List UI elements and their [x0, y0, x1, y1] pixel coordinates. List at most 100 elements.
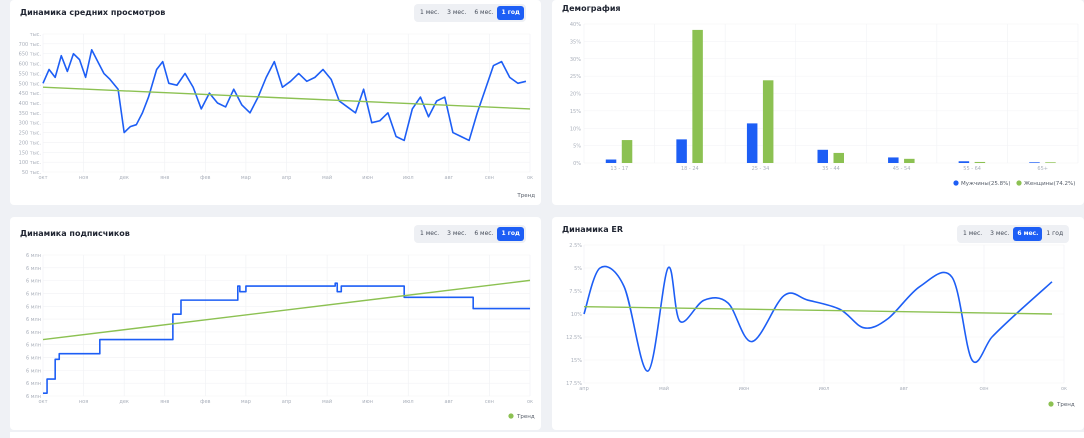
y-tick-label: 6 млн	[26, 381, 41, 387]
trend-line	[42, 86, 531, 110]
x-tick-label: апр	[579, 386, 589, 392]
y-tick-label: 100 тыс.	[19, 160, 42, 166]
x-tick-label: сен	[979, 386, 988, 392]
y-tick-label: 6 млн	[26, 343, 41, 349]
subs-chart: окт ноя дек янв фев мар апр май июн июл авг сен ок 6 …	[26, 253, 535, 420]
female-bar	[762, 80, 774, 163]
female-bar	[1045, 162, 1056, 163]
y-tick-label: 6 млн	[26, 279, 41, 285]
subs-title: Динамика подписчиков	[20, 229, 130, 238]
demography-card: Демография 0% 5% 10% 15% 20% 25% 30% 35% 40% 13 -…	[552, 0, 1084, 205]
subs-legend-trend-swatch	[508, 413, 514, 419]
y-tick-label: 0%	[573, 161, 581, 167]
y-tick-label: 600 тыс.	[19, 62, 42, 68]
er-period-1y[interactable]: 1 год	[1046, 230, 1064, 237]
er-period-3m[interactable]: 3 мес.	[990, 230, 1010, 237]
y-tick-label: 10%	[570, 126, 581, 132]
category-label: 13 - 17	[610, 166, 628, 172]
demography-title: Демография	[562, 4, 621, 13]
trend-line	[42, 279, 531, 341]
x-tick-label: фев	[200, 175, 210, 181]
x-tick-label: ноя	[79, 399, 88, 405]
subs-period-6m[interactable]: 6 мес.	[474, 230, 494, 237]
x-tick-label: апр	[282, 175, 292, 181]
male-bar	[817, 149, 828, 163]
y-tick-label: 35%	[570, 39, 581, 45]
y-tick-label: 700 тыс.	[19, 42, 42, 48]
trend-line	[583, 305, 1053, 315]
x-tick-label: ок	[527, 399, 533, 405]
female-bar	[692, 29, 703, 163]
category-label: 35 - 44	[822, 166, 840, 172]
y-tick-label: 12.5%	[566, 335, 582, 341]
y-tick-label: 500 тыс.	[19, 81, 42, 87]
y-tick-label: 30%	[570, 57, 581, 63]
y-tick-label: 200 тыс.	[19, 140, 42, 146]
y-tick-label: 10%	[571, 312, 582, 318]
er-period-selector: 1 мес. 3 мес. 6 мес. 1 год	[957, 225, 1070, 243]
female-bar	[904, 158, 915, 163]
subs-period-1y[interactable]: 1 год	[497, 227, 524, 241]
views-period-1m[interactable]: 1 мес.	[420, 9, 440, 16]
views-period-3m[interactable]: 3 мес.	[447, 9, 467, 16]
x-tick-label: май	[659, 385, 669, 392]
y-tick-label: 2.5%	[569, 243, 582, 249]
x-tick-label: ок	[527, 175, 533, 181]
x-tick-label: сен	[485, 175, 494, 181]
y-tick-label: 6 млн	[26, 394, 41, 400]
category-label: 25 - 34	[752, 166, 770, 172]
x-tick-label: авг	[900, 386, 909, 392]
views-chart: окт ноя дек янв фев мар апр май июн июл авг сен ок ты…	[19, 32, 536, 199]
y-tick-label: 7.5%	[569, 289, 582, 295]
views-card: Динамика средних просмотров 1 мес. 3 мес…	[10, 0, 541, 205]
y-tick-label: 25%	[570, 74, 581, 80]
category-label: 55 - 64	[963, 166, 981, 172]
subs-period-3m[interactable]: 3 мес.	[447, 230, 467, 237]
y-tick-label: 6 млн	[26, 291, 41, 297]
y-tick-label: 6 млн	[26, 368, 41, 374]
y-tick-label: 50 тыс.	[22, 170, 42, 176]
y-tick-label: 20%	[570, 92, 581, 98]
demography-chart: 0% 5% 10% 15% 20% 25% 30% 35% 40% 13 - 17 18 - 24 2…	[570, 22, 1079, 187]
y-tick-label: 5%	[573, 144, 581, 150]
x-tick-label: янв	[160, 399, 169, 405]
x-tick-label: фев	[200, 399, 210, 405]
male-legend-swatch	[953, 180, 959, 186]
x-tick-label: сен	[485, 399, 494, 405]
x-tick-label: дек	[119, 399, 129, 405]
subs-card: Динамика подписчиков 1 мес. 3 мес. 6 мес…	[10, 217, 541, 430]
x-tick-label: мар	[241, 175, 251, 181]
male-bar	[888, 157, 899, 163]
y-tick-label: 550 тыс.	[19, 71, 42, 77]
male-bar	[746, 123, 758, 163]
y-tick-label: 6 млн	[26, 330, 41, 336]
y-tick-label: 6 млн	[26, 253, 41, 259]
x-tick-label: июн	[739, 386, 750, 392]
x-tick-label: июл	[403, 175, 414, 181]
y-tick-label: 17.5%	[566, 381, 582, 387]
x-tick-label: янв	[160, 175, 169, 181]
er-legend-trend: Тренд	[1056, 402, 1075, 408]
views-title: Динамика средних просмотров	[20, 8, 166, 17]
er-period-1m[interactable]: 1 мес.	[963, 230, 983, 237]
y-tick-label: 150 тыс.	[19, 150, 42, 156]
y-tick-label: 250 тыс.	[19, 131, 42, 137]
y-tick-label: тыс.	[30, 32, 42, 38]
x-tick-label: окт	[39, 175, 48, 181]
female-legend-label: Женщины(74.2%)	[1024, 181, 1075, 187]
x-tick-label: июл	[403, 399, 414, 405]
er-chart: апр май июн июл авг сен ок 2.5% 5% 7.5% 10% 12.5% 15…	[566, 243, 1075, 408]
er-legend-trend-swatch	[1048, 401, 1054, 407]
er-period-6m[interactable]: 6 мес.	[1013, 227, 1043, 241]
male-legend-label: Мужчины(25.8%)	[961, 181, 1010, 187]
y-tick-label: 15%	[571, 358, 582, 364]
subs-period-1m[interactable]: 1 мес.	[420, 230, 440, 237]
views-period-1y[interactable]: 1 год	[497, 6, 524, 20]
x-tick-label: ок	[1061, 386, 1067, 392]
y-tick-label: 400 тыс.	[19, 101, 42, 107]
y-tick-label: 15%	[570, 109, 581, 115]
male-bar	[676, 139, 687, 163]
y-tick-label: 450 тыс.	[19, 91, 42, 97]
views-period-6m[interactable]: 6 мес.	[474, 9, 494, 16]
male-bar	[1029, 162, 1040, 163]
